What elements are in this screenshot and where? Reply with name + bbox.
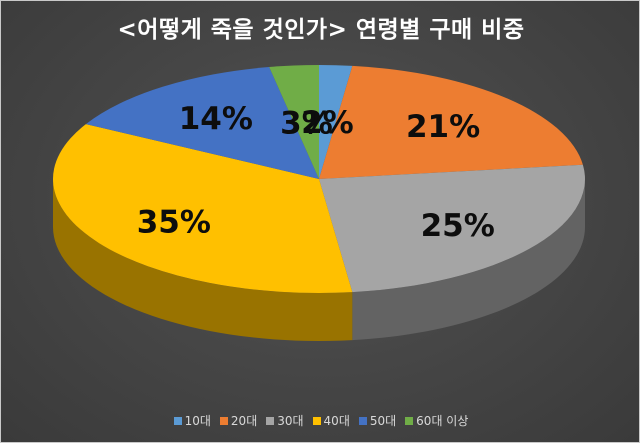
legend-item: 20대: [219, 412, 258, 429]
data-label-4: 14%: [179, 101, 253, 137]
legend-swatch: [405, 416, 414, 425]
pie-slice-2: [319, 164, 585, 293]
legend-swatch: [219, 416, 228, 425]
pie-side-3: [53, 179, 353, 341]
legend-label: 10대: [184, 414, 211, 428]
legend-swatch: [173, 416, 182, 425]
legend-label: 40대: [323, 414, 350, 428]
legend-swatch: [312, 416, 321, 425]
legend-item: 40대: [312, 412, 350, 429]
data-label-1: 21%: [406, 109, 480, 145]
pie-slice-1: [319, 65, 583, 179]
legend-label: 20대: [230, 414, 258, 428]
pie-slice-4: [85, 67, 320, 179]
legend-item: 30대: [266, 412, 304, 429]
pie-tops: [52, 65, 585, 293]
data-labels: 2% 21% 25% 35% 14% 3%: [137, 101, 495, 244]
data-label-0: 2%: [301, 105, 354, 141]
legend-label: 50대: [369, 414, 397, 428]
pie-slice-3: [52, 124, 353, 293]
pie-slice-0: [319, 65, 353, 179]
chart-title: <어떻게 죽을 것인가> 연령별 구매 비중: [117, 17, 525, 43]
pie-sides: [53, 179, 585, 341]
legend-label: 30대: [277, 414, 304, 428]
pie-side-2: [352, 179, 585, 341]
legend-item: 10대: [173, 412, 211, 429]
data-label-5: 3%: [280, 105, 333, 141]
pie-slice-5: [269, 65, 319, 179]
legend-item: 50대: [358, 412, 397, 429]
legend-swatch: [266, 416, 275, 425]
legend: 10대 20대 30대 40대 50대 60대 이상: [1, 412, 639, 429]
legend-swatch: [358, 416, 367, 425]
data-label-3: 35%: [137, 204, 211, 240]
data-label-2: 25%: [421, 208, 495, 244]
legend-item: 60대 이상: [405, 412, 468, 429]
legend-label: 60대 이상: [416, 414, 469, 428]
